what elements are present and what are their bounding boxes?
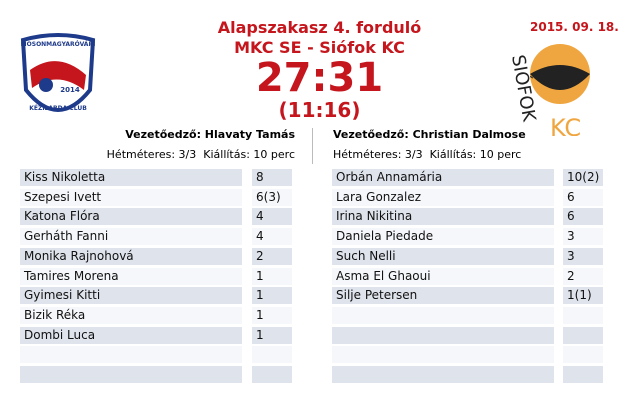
empty-cell [563,346,603,364]
logo-text: MOSONMAGYARÓVÁRI [21,41,96,48]
divider [312,128,313,164]
table-cell: Orbán Annamária [332,169,554,186]
table-cell: Daniela Piedade [332,228,554,246]
table-cell: Asma El Ghaoui [332,267,554,285]
table-cell: Lara Gonzalez [332,188,554,206]
home-stats: Hétméteres: 3/3 Kiállítás: 10 perc [106,148,295,161]
table-cell: 6 [563,188,603,206]
date: 2015. 09. 18. [530,20,619,34]
table-cell: Irina Nikitina [332,208,554,226]
logo-text: KC [550,114,581,136]
table-cell: Dombi Luca [20,326,242,344]
table-cell: Katona Flóra [20,208,242,226]
table-cell: 6(3) [252,188,292,206]
table-cell: 2 [563,267,603,285]
empty-cell [252,366,292,383]
empty-cell [563,306,603,324]
empty-cell [20,366,242,383]
table-cell: 1 [252,326,292,344]
empty-cell [332,366,554,383]
ball [39,78,53,92]
score: 27:31 [255,55,384,101]
table-cell: Szepesi Ivett [20,188,242,206]
ball-pattern [530,65,590,90]
table-cell: Monika Rajnohová [20,247,242,265]
table-cell: Kiss Nikoletta [20,169,242,186]
table-cell: 1 [252,287,292,305]
table-cell: Silje Petersen [332,287,554,305]
table-cell: Gerháth Fanni [20,228,242,246]
table-cell: Bizik Réka [20,306,242,324]
empty-cell [332,326,554,344]
table-cell: 6 [563,208,603,226]
table-cell: 1 [252,306,292,324]
halftime: (11:16) [278,98,361,122]
table-cell: Gyimesi Kitti [20,287,242,305]
home-logo: MOSONMAGYARÓVÁRI KÉZILABDA CLUB 2014 [21,33,96,112]
empty-cell [332,346,554,364]
table-cell: 4 [252,208,292,226]
table-cell: Such Nelli [332,247,554,265]
empty-cell [563,326,603,344]
table-cell: 3 [563,247,603,265]
empty-cell [252,346,292,364]
stripe [30,61,86,90]
table-cell: 3 [563,228,603,246]
table-cell: 10(2) [563,169,603,186]
logo-text: KÉZILABDA CLUB [29,104,87,112]
empty-cell [20,346,242,364]
table-cell: 2 [252,247,292,265]
table-cell: Tamires Morena [20,267,242,285]
logo-text: 2014 [60,86,80,94]
away-stats: Hétméteres: 3/3 Kiállítás: 10 perc [333,148,522,161]
empty-cell [332,306,554,324]
match: MKC SE - Siófok KC [234,38,405,57]
table-cell: 1(1) [563,287,603,305]
table-cell: 4 [252,228,292,246]
away-logo: SIÓFOK KC [507,44,590,136]
away-coach: Vezetőedző: Christian Dalmose [333,128,526,141]
home-coach: Vezetőedző: Hlavaty Tamás [125,128,295,141]
table-cell: 1 [252,267,292,285]
title: Alapszakasz 4. forduló [217,18,422,37]
empty-cell [563,366,603,383]
table-cell: 8 [252,169,292,186]
